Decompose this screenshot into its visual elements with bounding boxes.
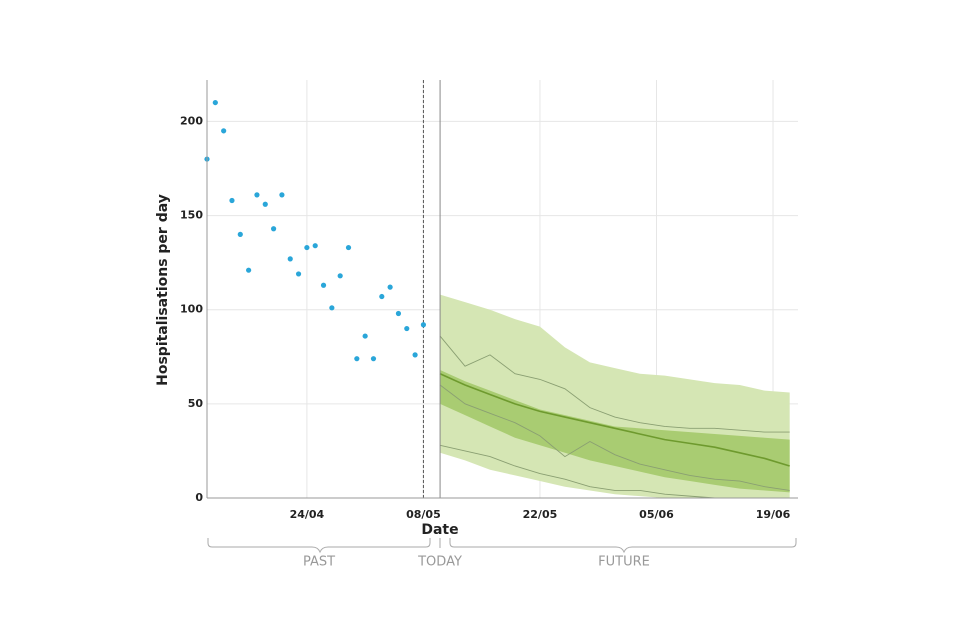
y-tick-label: 0 [195,491,203,504]
observed-point [237,231,243,237]
observed-point [320,282,327,288]
y-tick-label: 50 [188,397,204,410]
x-tick-label: 08/05 [406,508,441,521]
future-bracket [449,538,797,554]
past-label: PAST [303,555,335,570]
y-tick-label: 100 [180,303,203,316]
y-tick-label: 150 [180,209,203,222]
observed-point [412,352,418,358]
observed-point [270,226,277,232]
observed-point [229,197,235,204]
observed-point [370,356,377,362]
y-tick-label: 200 [180,114,203,127]
future-label: FUTURE [598,555,650,570]
observed-point [354,356,360,362]
sample-line [439,335,790,433]
y-axis-label: Hospitalisations per day [155,194,171,386]
sample-line [439,384,790,491]
observed-point [362,333,368,339]
observed-point [279,192,285,198]
observed-point [337,273,343,279]
observed-point [420,322,427,328]
x-axis-label: Date [421,522,458,538]
past-bracket [207,538,431,554]
observed-point [345,244,352,251]
observed-point [312,243,318,249]
x-tick-label: 24/04 [290,508,325,521]
observed-point [395,310,402,317]
observed-point [329,305,335,311]
observed-point [254,192,260,198]
x-tick-label: 22/05 [523,508,558,521]
observed-point [262,201,268,207]
observed-point [212,99,218,106]
observed-point [404,325,410,332]
median-line [439,373,790,467]
observed-point [295,271,302,277]
x-tick-label: 19/06 [756,508,791,521]
observed-point [304,244,310,251]
today-label: TODAY [417,555,462,570]
observed-point [387,284,393,290]
period-brackets [207,538,797,554]
forecast-band [440,369,790,493]
observed-point [221,128,227,134]
observed-point [287,256,293,262]
observed-point [379,293,385,300]
observed-point [246,267,252,273]
x-tick-label: 05/06 [639,508,674,521]
